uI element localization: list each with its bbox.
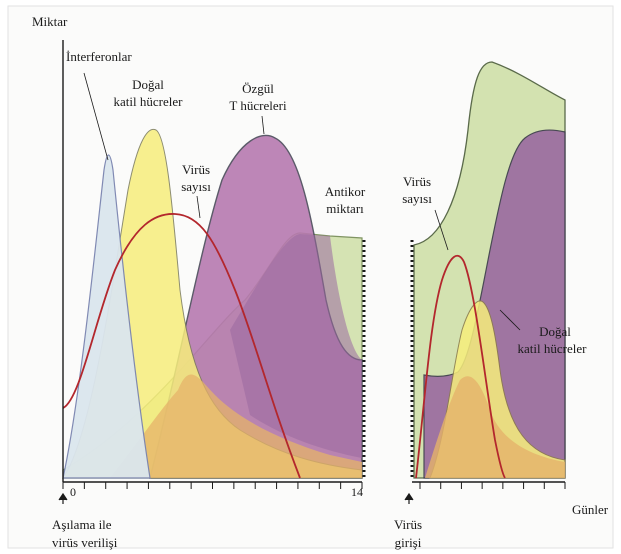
virus-left-label-line1: Virüs (182, 162, 210, 177)
event-entry-line2: girişi (395, 535, 422, 550)
antibody-label-line1: Antikor (325, 184, 366, 199)
virus-right-leader (434, 209, 449, 251)
tcell-label-line1: Özgül (242, 81, 274, 96)
x-ticks-left (62, 482, 363, 489)
nk-right-leader (499, 309, 521, 331)
overlap-area-left (110, 374, 362, 478)
nk-left-label-line2: katil hücreler (114, 94, 184, 109)
virus-left-leader (196, 195, 201, 219)
overlap-area-right (425, 376, 565, 478)
antibody-label-line2: miktarı (326, 201, 364, 216)
virus-right-label-line2: sayısı (402, 191, 432, 206)
virus-left-label-line2: sayısı (181, 179, 211, 194)
tick-label-end: 14 (351, 485, 363, 499)
left-panel (62, 72, 366, 479)
interferon-leader (83, 72, 109, 161)
nk-right-label-line1: Doğal (539, 324, 571, 339)
antibody-purple-overlap (230, 234, 362, 458)
virus-entry-arrow-icon (404, 492, 414, 504)
virus-curve-right (415, 254, 506, 479)
x-axis-label: Günler (572, 502, 609, 517)
interferon-area (62, 154, 151, 479)
nk-right-label-line2: katil hücreler (518, 341, 588, 356)
labels: Miktar İnterferonlar Doğal katil hücrele… (32, 14, 609, 550)
nk-left-label-line1: Doğal (132, 77, 164, 92)
event-entry-line1: Virüs (394, 517, 422, 532)
virus-right-label-line1: Virüs (403, 174, 431, 189)
tick-label-start: 0 (70, 485, 76, 499)
vaccine-arrow-icon (58, 492, 68, 504)
tcell-leader (261, 115, 265, 135)
interferon-label: İnterferonlar (66, 49, 132, 64)
event-vaccine-line1: Aşılama ile (52, 517, 112, 532)
event-vaccine-line2: virüs verilişi (52, 535, 118, 550)
right-panel (410, 61, 566, 479)
y-axis-label: Miktar (32, 14, 68, 29)
tcell-label-line2: T hücreleri (229, 98, 287, 113)
x-ticks-right (419, 482, 566, 489)
virus-curve-left (62, 213, 301, 479)
axes (58, 40, 566, 504)
